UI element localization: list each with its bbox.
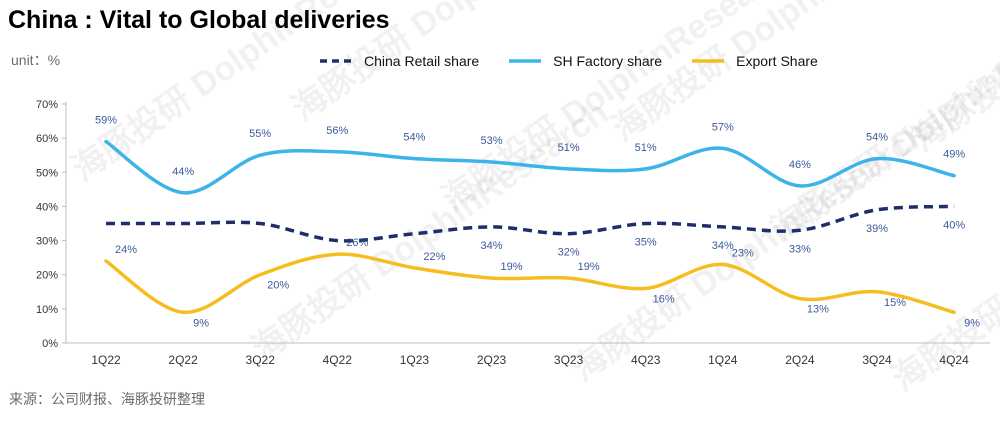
legend-item-sh-factory: SH Factory share [507, 53, 662, 69]
data-label-china-retail: 33% [789, 243, 811, 255]
page-title: China : Vital to Global deliveries [8, 6, 390, 34]
data-label-sh-factory: 54% [866, 132, 888, 144]
data-label-export: 20% [267, 280, 289, 292]
legend-item-export: Export Share [690, 53, 818, 69]
x-tick-label: 3Q24 [862, 353, 892, 367]
x-tick-label: 2Q22 [168, 353, 198, 367]
data-label-export: 24% [115, 244, 137, 256]
x-tick-label: 1Q24 [708, 353, 738, 367]
source-note: 来源：公司财报、海豚投研整理 [9, 391, 205, 407]
x-axis: 1Q22 2Q22 3Q22 4Q22 1Q23 2Q23 3Q23 4Q23 1Q24 2Q24… [66, 342, 990, 367]
data-label-layer: 34% 32% 35% 34% 33% 39% 40% 59% 44% 55% 56% 54% 53% 5… [95, 115, 980, 330]
y-tick-label: 50% [36, 167, 58, 179]
x-tick-label: 4Q23 [631, 353, 661, 367]
data-label-export: 19% [500, 261, 522, 273]
y-tick-label: 10% [36, 304, 58, 316]
data-label-sh-factory: 56% [326, 125, 348, 137]
data-label-china-retail: 34% [712, 240, 734, 252]
y-tick-label: 30% [36, 236, 58, 248]
data-label-sh-factory: 51% [558, 142, 580, 154]
y-tick-label: 20% [36, 270, 58, 282]
data-label-china-retail: 34% [480, 240, 502, 252]
data-label-export: 16% [653, 293, 675, 305]
data-label-china-retail: 32% [558, 247, 580, 259]
unit-label: unit：% [11, 52, 61, 68]
data-label-china-retail: 40% [943, 219, 965, 231]
x-tick-label: 4Q24 [939, 353, 969, 367]
x-tick-label: 1Q23 [400, 353, 430, 367]
x-tick-label: 2Q24 [785, 353, 815, 367]
data-label-export: 9% [964, 317, 980, 329]
x-tick-label: 2Q23 [477, 353, 507, 367]
legend-swatch-sh-factory [509, 59, 542, 63]
data-label-export: 23% [732, 247, 754, 259]
data-label-export: 9% [193, 317, 209, 329]
legend-swatch-export [692, 59, 725, 63]
data-label-china-retail: 35% [635, 237, 657, 249]
data-label-sh-factory: 59% [95, 115, 117, 127]
data-label-export: 26% [346, 237, 368, 249]
data-label-sh-factory: 53% [480, 135, 502, 147]
data-label-export: 22% [423, 251, 445, 263]
y-tick-label: 40% [36, 201, 58, 213]
x-tick-label: 4Q22 [323, 353, 353, 367]
legend-item-china-retail: China Retail share [318, 53, 479, 69]
series-line-china-retail [106, 204, 955, 243]
x-tick-label: 3Q22 [246, 353, 276, 367]
data-label-sh-factory: 55% [249, 128, 271, 140]
data-label-sh-factory: 46% [789, 159, 811, 171]
chart-legend: China Retail share SH Factory share Expo… [318, 53, 818, 69]
y-tick-label: 0% [42, 338, 58, 350]
data-label-sh-factory: 44% [172, 166, 194, 178]
series-line-export [104, 252, 956, 315]
data-label-sh-factory: 51% [635, 142, 657, 154]
series-line-sh-factory [104, 139, 956, 195]
data-label-sh-factory: 54% [403, 132, 425, 144]
y-axis: 0% 10% 20% 30% 40% 50% 60% 70% [36, 99, 67, 350]
x-tick-label: 1Q22 [91, 353, 121, 367]
legend-label-export: Export Share [736, 53, 818, 69]
data-label-sh-factory: 57% [712, 121, 734, 133]
y-tick-label: 60% [36, 133, 58, 145]
data-label-export: 15% [884, 297, 906, 309]
x-tick-label: 3Q23 [554, 353, 584, 367]
data-label-export: 13% [807, 304, 829, 316]
legend-swatch-china-retail [320, 59, 352, 63]
data-label-sh-factory: 49% [943, 149, 965, 161]
data-label-export: 19% [578, 261, 600, 273]
data-label-china-retail: 39% [866, 223, 888, 235]
legend-label-sh-factory: SH Factory share [553, 53, 663, 69]
legend-label-china-retail: China Retail share [364, 53, 480, 69]
series-layer [104, 139, 956, 315]
y-tick-label: 70% [36, 99, 58, 111]
